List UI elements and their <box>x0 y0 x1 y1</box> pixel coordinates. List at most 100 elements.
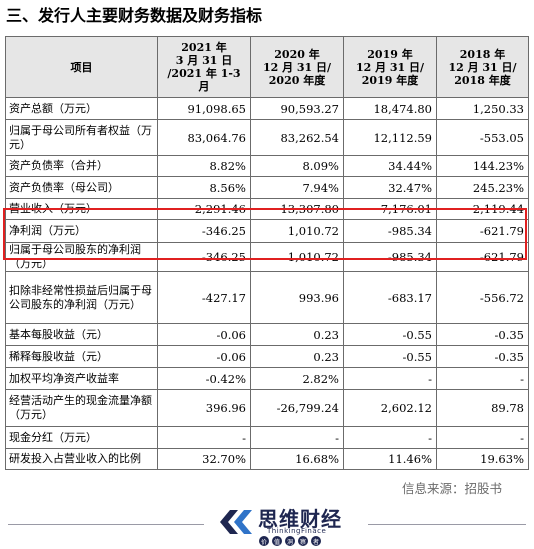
footer-divider-left <box>8 524 204 525</box>
row-label: 现金分红（万元） <box>5 426 158 449</box>
brand-tagline: 价 值 洞 察 者 <box>259 536 321 546</box>
table-row: 研发投入占营业收入的比例 32.70% 16.68% 11.46% 19.63% <box>5 448 529 470</box>
cell-value: 32.70% <box>157 448 251 470</box>
table-row: 资产负债率（合并） 8.82% 8.09% 34.44% 144.23% <box>5 155 529 177</box>
brand-logo-icon <box>220 510 252 534</box>
header-line: 2020 年 <box>274 47 320 61</box>
cell-value: 993.96 <box>250 271 344 324</box>
brand-tag: 价 <box>259 536 269 546</box>
header-line: 2020 年度 <box>268 73 326 87</box>
cell-value: -683.17 <box>343 271 437 324</box>
cell-value: -0.55 <box>343 345 437 368</box>
cell-value: - <box>250 426 344 449</box>
cell-value: 8.56% <box>157 176 251 199</box>
cell-value: 1,250.33 <box>436 97 529 120</box>
table-row: 归属于母公司所有者权益（万元） 83,064.76 83,262.54 12,1… <box>5 119 529 156</box>
header-line: /2021 年 1-3 月 <box>167 67 241 93</box>
cell-value: 18,474.80 <box>343 97 437 120</box>
cell-value: 1,010.72 <box>250 242 344 272</box>
section-heading: 三、发行人主要财务数据及财务指标 <box>6 6 263 25</box>
cell-value: 32.47% <box>343 176 437 199</box>
brand-tag: 察 <box>298 536 308 546</box>
cell-value: 16.68% <box>250 448 344 470</box>
cell-value: 83,262.54 <box>250 119 344 156</box>
header-line: 2019 年 <box>367 47 413 61</box>
brand-tag: 者 <box>311 536 321 546</box>
row-label: 归属于母公司所有者权益（万元） <box>5 119 158 156</box>
cell-value: 8.82% <box>157 155 251 177</box>
header-line: 2019 年度 <box>361 73 419 87</box>
cell-value: 2,119.44 <box>436 198 529 220</box>
table-row-highlighted: 归属于母公司股东的净利润（万元） -346.25 1,010.72 -985.3… <box>5 242 529 272</box>
cell-value: - <box>343 426 437 449</box>
cell-value: -0.35 <box>436 323 529 346</box>
cell-value: -985.34 <box>343 242 437 272</box>
cell-value: - <box>343 367 437 390</box>
cell-value: - <box>436 426 529 449</box>
header-line: 12 月 31 日/ <box>262 60 332 74</box>
table-row: 现金分红（万元） - - - - <box>5 426 529 449</box>
row-label: 研发投入占营业收入的比例 <box>5 448 158 470</box>
cell-value: -621.79 <box>436 219 529 243</box>
cell-value: -556.72 <box>436 271 529 324</box>
cell-value: 12,112.59 <box>343 119 437 156</box>
cell-value: 7.94% <box>250 176 344 199</box>
row-label: 基本每股收益（元） <box>5 323 158 346</box>
cell-value: 2,291.46 <box>157 198 251 220</box>
cell-value: 7,176.01 <box>343 198 437 220</box>
cell-value: -0.06 <box>157 345 251 368</box>
cell-value: 19.63% <box>436 448 529 470</box>
cell-value: -553.05 <box>436 119 529 156</box>
row-label: 稀释每股收益（元） <box>5 345 158 368</box>
row-label: 资产负债率（母公司） <box>5 176 158 199</box>
cell-value: -0.42% <box>157 367 251 390</box>
cell-value: -26,799.24 <box>250 389 344 427</box>
brand-tag: 洞 <box>285 536 295 546</box>
table-row: 加权平均净资产收益率 -0.42% 2.82% - - <box>5 367 529 390</box>
brand-tag: 值 <box>272 536 282 546</box>
table-row-highlighted: 净利润（万元） -346.25 1,010.72 -985.34 -621.79 <box>5 219 529 243</box>
cell-value: - <box>157 426 251 449</box>
footer-brand: 思维财经 ThinkingFinace 价 值 洞 察 者 <box>0 494 534 549</box>
header-2019: 2019 年 12 月 31 日/ 2019 年度 <box>343 36 437 98</box>
row-label: 资产总额（万元） <box>5 97 158 120</box>
header-2018: 2018 年 12 月 31 日/ 2018 年度 <box>436 36 529 98</box>
table-row: 扣除非经常性损益后归属于母公司股东的净利润（万元） -427.17 993.96… <box>5 271 529 324</box>
cell-value: 144.23% <box>436 155 529 177</box>
cell-value: -0.06 <box>157 323 251 346</box>
table-row: 经营活动产生的现金流量净额（万元） 396.96 -26,799.24 2,60… <box>5 389 529 427</box>
brand-name: 思维财经 <box>258 507 342 531</box>
cell-value: 8.09% <box>250 155 344 177</box>
cell-value: 89.78 <box>436 389 529 427</box>
cell-value: 83,064.76 <box>157 119 251 156</box>
table-row: 营业收入（万元） 2,291.46 13,307.80 7,176.01 2,1… <box>5 198 529 220</box>
cell-value: 2.82% <box>250 367 344 390</box>
table-row: 基本每股收益（元） -0.06 0.23 -0.55 -0.35 <box>5 323 529 346</box>
table-row: 稀释每股收益（元） -0.06 0.23 -0.55 -0.35 <box>5 345 529 368</box>
cell-value: -0.55 <box>343 323 437 346</box>
cell-value: 11.46% <box>343 448 437 470</box>
cell-value: -427.17 <box>157 271 251 324</box>
cell-value: 1,010.72 <box>250 219 344 243</box>
brand-name-en: ThinkingFinace <box>267 527 327 535</box>
row-label: 扣除非经常性损益后归属于母公司股东的净利润（万元） <box>5 271 158 324</box>
cell-value: 0.23 <box>250 323 344 346</box>
financial-table: 项目 2021 年 3 月 31 日 /2021 年 1-3 月 2020 年 … <box>5 36 529 470</box>
row-label: 加权平均净资产收益率 <box>5 367 158 390</box>
header-line: 3 月 31 日 <box>175 54 233 67</box>
row-label: 营业收入（万元） <box>5 198 158 220</box>
cell-value: 2,602.12 <box>343 389 437 427</box>
header-2020: 2020 年 12 月 31 日/ 2020 年度 <box>250 36 344 98</box>
cell-value: 90,593.27 <box>250 97 344 120</box>
cell-value: -985.34 <box>343 219 437 243</box>
row-label: 净利润（万元） <box>5 219 158 243</box>
cell-value: 34.44% <box>343 155 437 177</box>
table-row: 资产负债率（母公司） 8.56% 7.94% 32.47% 245.23% <box>5 176 529 199</box>
header-line: 2018 年 <box>459 47 506 61</box>
row-label: 经营活动产生的现金流量净额（万元） <box>5 389 158 427</box>
header-line: 12 月 31 日/ <box>355 60 425 74</box>
cell-value: -346.25 <box>157 219 251 243</box>
cell-value: -346.25 <box>157 242 251 272</box>
row-label: 归属于母公司股东的净利润（万元） <box>5 242 158 272</box>
cell-value: - <box>436 367 529 390</box>
